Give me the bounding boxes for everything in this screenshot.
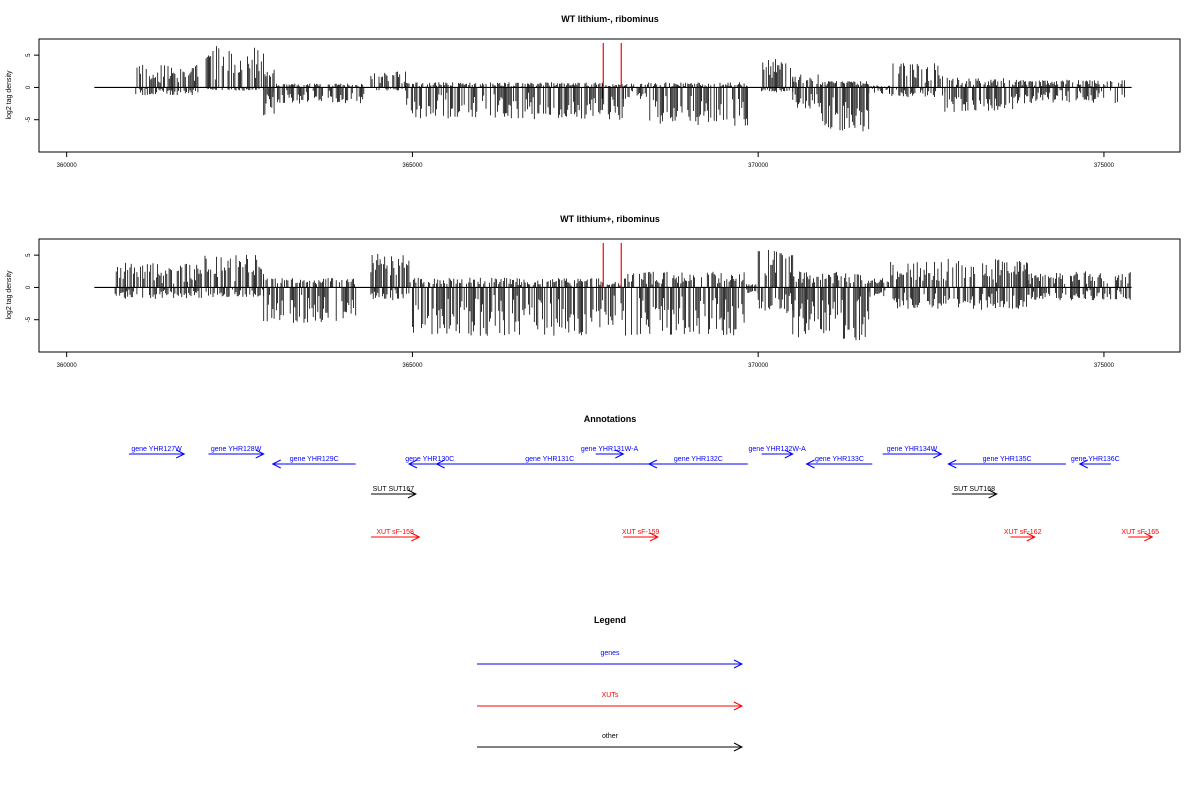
annotation-label: SUT SUT167 <box>373 486 415 493</box>
annotation-arrow-head <box>988 489 998 499</box>
annotation-label: gene YHR128W <box>211 446 262 453</box>
annotation-arrow-head <box>784 449 794 459</box>
legend-items: genes XUTs other <box>477 650 744 752</box>
x-tick-label: 365000 <box>402 363 423 369</box>
annotation-xut: XUT sF-165 <box>1121 529 1159 542</box>
track-panel-lithium-plus: WT lithium+, ribominus log2 tag density … <box>6 214 1181 369</box>
annotation-label: gene YHR135C <box>983 456 1032 463</box>
x-tick-label: 365000 <box>402 163 423 169</box>
y-tick-label: 5 <box>26 53 32 57</box>
track-title: WT lithium+, ribominus <box>560 214 660 224</box>
x-tick-label: 360000 <box>57 363 78 369</box>
legend-label: genes <box>600 650 620 657</box>
legend-item-xut: XUTs <box>477 692 744 711</box>
annotation-xut: XUT sF-159 <box>622 529 660 542</box>
x-tick-label: 375000 <box>1094 163 1115 169</box>
legend-label: XUTs <box>602 692 619 699</box>
annotations-title: Annotations <box>584 414 637 424</box>
annotation-gene: gene YHR128W <box>208 446 265 459</box>
markers <box>602 243 622 288</box>
annotation-arrow-head <box>407 489 417 499</box>
annotation-label: gene YHR132W-A <box>749 446 807 453</box>
annotation-gene: gene YHR129C <box>271 456 356 469</box>
annotation-arrow-head <box>175 449 186 459</box>
annotation-arrow-head <box>271 459 281 469</box>
legend-item-gene: genes <box>477 650 744 669</box>
annotation-arrow-head <box>435 459 445 469</box>
axis-ticks: 360000 365000 370000 375000 5 0 -5 <box>26 53 1115 169</box>
x-tick-label: 370000 <box>748 163 769 169</box>
annotation-arrow-head <box>407 459 418 469</box>
annotation-arrow-head <box>1026 532 1036 542</box>
annotation-label: XUT sF-162 <box>1004 529 1042 536</box>
track-title: WT lithium-, ribominus <box>561 14 659 24</box>
y-axis-label: log2 tag density <box>6 270 13 320</box>
annotation-arrow-head <box>1144 532 1154 542</box>
annotation-label: SUT SUT168 <box>954 486 996 493</box>
density-bars <box>94 250 1132 341</box>
annotation-label: XUT sF-159 <box>622 529 660 536</box>
annotation-gene: gene YHR131C <box>435 456 663 469</box>
legend-label: other <box>602 733 619 740</box>
annotation-label: gene YHR129C <box>290 456 339 463</box>
annotation-gene: gene YHR133C <box>805 456 873 469</box>
annotation-arrow-head <box>933 449 943 459</box>
y-tick-label: -5 <box>26 316 32 322</box>
annotation-gene: gene YHR135C <box>947 456 1066 469</box>
x-tick-label: 360000 <box>57 163 78 169</box>
annotation-gene: gene YHR131W-A <box>581 446 639 459</box>
annotation-label: gene YHR130C <box>405 456 454 463</box>
annotation-arrow-head <box>1078 459 1088 469</box>
annotation-label: XUT sF-165 <box>1121 529 1159 536</box>
annotation-label: gene YHR131C <box>525 456 574 463</box>
legend-arrow-head <box>733 701 744 711</box>
annotation-features: gene YHR127W gene YHR128W gene YHR129C gene… <box>128 446 1159 542</box>
annotations-panel: Annotations gene YHR127W gene YHR128Wgene… <box>128 414 1159 542</box>
annotation-xut: XUT sF-158 <box>370 529 421 542</box>
annotation-arrow-head <box>805 459 815 469</box>
y-tick-label: 0 <box>26 85 32 89</box>
annotation-gene: gene YHR136C <box>1071 456 1120 469</box>
x-tick-label: 370000 <box>748 363 769 369</box>
annotation-label: gene YHR132C <box>674 456 723 463</box>
y-tick-label: 0 <box>26 285 32 289</box>
legend: Legend genes XUTs other <box>477 615 744 752</box>
annotation-arrow-head <box>649 532 660 542</box>
annotation-label: XUT sF-158 <box>376 529 414 536</box>
legend-arrow-head <box>733 659 744 669</box>
annotation-arrow-head <box>947 459 957 469</box>
annotation-label: gene YHR134W <box>887 446 938 453</box>
annotation-gene: gene YHR132W-A <box>749 446 807 459</box>
annotation-label: gene YHR136C <box>1071 456 1120 463</box>
y-tick-label: 5 <box>26 253 32 257</box>
annotation-gene: gene YHR134W <box>882 446 943 459</box>
plot-frame <box>38 238 1181 353</box>
track-panel-lithium-minus: WT lithium-, ribominus log2 tag density … <box>6 14 1181 169</box>
legend-item-other: other <box>477 733 744 752</box>
annotation-gene: gene YHR132C <box>647 456 748 469</box>
annotation-other: SUT SUT167 <box>370 486 417 499</box>
legend-arrow-head <box>733 742 744 752</box>
annotation-arrow-head <box>615 449 625 459</box>
plot-frame <box>38 38 1181 153</box>
markers <box>602 43 622 88</box>
axis-ticks: 360000 365000 370000 375000 5 0 -5 <box>26 253 1115 369</box>
y-axis-label: log2 tag density <box>6 70 13 120</box>
annotation-other: SUT SUT168 <box>951 486 998 499</box>
annotation-gene: gene YHR130C <box>405 456 454 469</box>
annotation-label: gene YHR127W <box>131 446 182 453</box>
annotation-arrow-head <box>411 532 421 542</box>
annotation-xut: XUT sF-162 <box>1004 529 1042 542</box>
legend-title: Legend <box>594 615 626 625</box>
annotation-label: gene YHR133C <box>815 456 864 463</box>
annotation-gene: gene YHR127W <box>128 446 186 459</box>
y-tick-label: -5 <box>26 116 32 122</box>
annotation-arrow-head <box>255 449 265 459</box>
density-bars <box>94 46 1132 132</box>
annotation-label: gene YHR131W-A <box>581 446 639 453</box>
x-tick-label: 375000 <box>1094 363 1115 369</box>
annotation-arrow-head <box>647 459 658 469</box>
